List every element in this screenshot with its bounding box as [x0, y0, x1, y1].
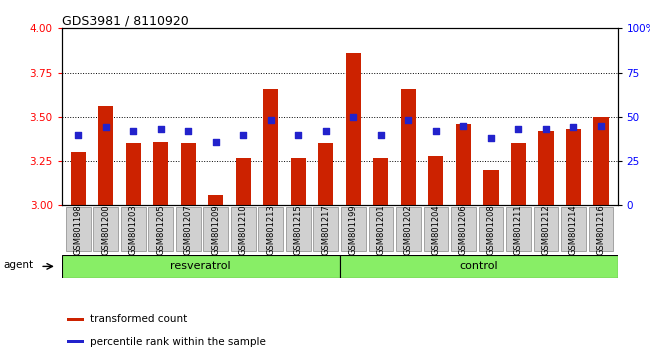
- Text: GSM801217: GSM801217: [321, 204, 330, 255]
- Text: percentile rank within the sample: percentile rank within the sample: [90, 337, 265, 347]
- Text: GSM801213: GSM801213: [266, 204, 276, 255]
- Point: [596, 123, 606, 129]
- FancyBboxPatch shape: [231, 207, 255, 251]
- Bar: [236, 158, 251, 205]
- FancyBboxPatch shape: [534, 207, 558, 251]
- FancyBboxPatch shape: [369, 207, 393, 251]
- Bar: [346, 53, 361, 205]
- Point: [73, 132, 83, 137]
- Text: GDS3981 / 8110920: GDS3981 / 8110920: [62, 14, 188, 27]
- Text: GSM801199: GSM801199: [349, 204, 358, 255]
- FancyBboxPatch shape: [121, 207, 146, 251]
- FancyBboxPatch shape: [561, 207, 586, 251]
- Point: [458, 123, 469, 129]
- Text: GSM801215: GSM801215: [294, 204, 303, 255]
- FancyBboxPatch shape: [341, 207, 366, 251]
- Bar: [538, 131, 554, 205]
- FancyBboxPatch shape: [148, 207, 173, 251]
- Text: GSM801206: GSM801206: [459, 204, 468, 255]
- Text: GSM801204: GSM801204: [432, 204, 441, 255]
- Text: GSM801203: GSM801203: [129, 204, 138, 255]
- Text: GSM801209: GSM801209: [211, 204, 220, 255]
- Point: [348, 114, 359, 120]
- FancyBboxPatch shape: [313, 207, 338, 251]
- Point: [238, 132, 248, 137]
- Text: GSM801205: GSM801205: [156, 204, 165, 255]
- FancyBboxPatch shape: [286, 207, 311, 251]
- Point: [568, 125, 578, 130]
- Bar: [153, 142, 168, 205]
- Point: [403, 118, 413, 123]
- Bar: [339, 255, 618, 278]
- FancyBboxPatch shape: [396, 207, 421, 251]
- FancyBboxPatch shape: [506, 207, 531, 251]
- Text: GSM801216: GSM801216: [597, 204, 606, 255]
- Bar: [511, 143, 526, 205]
- FancyBboxPatch shape: [478, 207, 503, 251]
- Text: resveratrol: resveratrol: [170, 261, 231, 272]
- FancyBboxPatch shape: [259, 207, 283, 251]
- Bar: [484, 170, 499, 205]
- Text: transformed count: transformed count: [90, 314, 187, 325]
- Bar: [181, 143, 196, 205]
- Bar: [566, 129, 581, 205]
- Point: [211, 139, 221, 144]
- Point: [376, 132, 386, 137]
- Bar: [593, 117, 608, 205]
- Point: [541, 126, 551, 132]
- Point: [101, 125, 111, 130]
- Text: GSM801214: GSM801214: [569, 204, 578, 255]
- Bar: [401, 88, 416, 205]
- Point: [128, 128, 138, 134]
- Text: GSM801202: GSM801202: [404, 204, 413, 255]
- Bar: [263, 88, 278, 205]
- Bar: [125, 143, 141, 205]
- Point: [293, 132, 304, 137]
- Point: [320, 128, 331, 134]
- Bar: [208, 195, 224, 205]
- FancyBboxPatch shape: [176, 207, 201, 251]
- Bar: [71, 152, 86, 205]
- FancyBboxPatch shape: [424, 207, 448, 251]
- Point: [514, 126, 524, 132]
- Bar: [318, 143, 333, 205]
- Text: GSM801207: GSM801207: [184, 204, 193, 255]
- Bar: [291, 158, 306, 205]
- FancyBboxPatch shape: [589, 207, 614, 251]
- Text: GSM801208: GSM801208: [486, 204, 495, 255]
- Point: [266, 118, 276, 123]
- Bar: [373, 158, 389, 205]
- Point: [431, 128, 441, 134]
- Bar: [428, 156, 443, 205]
- Text: GSM801211: GSM801211: [514, 204, 523, 255]
- Bar: [98, 106, 113, 205]
- Text: GSM801201: GSM801201: [376, 204, 385, 255]
- Text: agent: agent: [3, 260, 33, 270]
- Bar: [456, 124, 471, 205]
- FancyBboxPatch shape: [203, 207, 228, 251]
- Bar: [62, 255, 339, 278]
- Text: GSM801200: GSM801200: [101, 204, 111, 255]
- Point: [486, 135, 496, 141]
- Point: [183, 128, 194, 134]
- FancyBboxPatch shape: [451, 207, 476, 251]
- Bar: [68, 318, 84, 321]
- Text: GSM801198: GSM801198: [73, 204, 83, 255]
- Point: [155, 126, 166, 132]
- Bar: [68, 340, 84, 343]
- Text: control: control: [460, 261, 498, 272]
- FancyBboxPatch shape: [94, 207, 118, 251]
- Text: GSM801210: GSM801210: [239, 204, 248, 255]
- FancyBboxPatch shape: [66, 207, 90, 251]
- Text: GSM801212: GSM801212: [541, 204, 551, 255]
